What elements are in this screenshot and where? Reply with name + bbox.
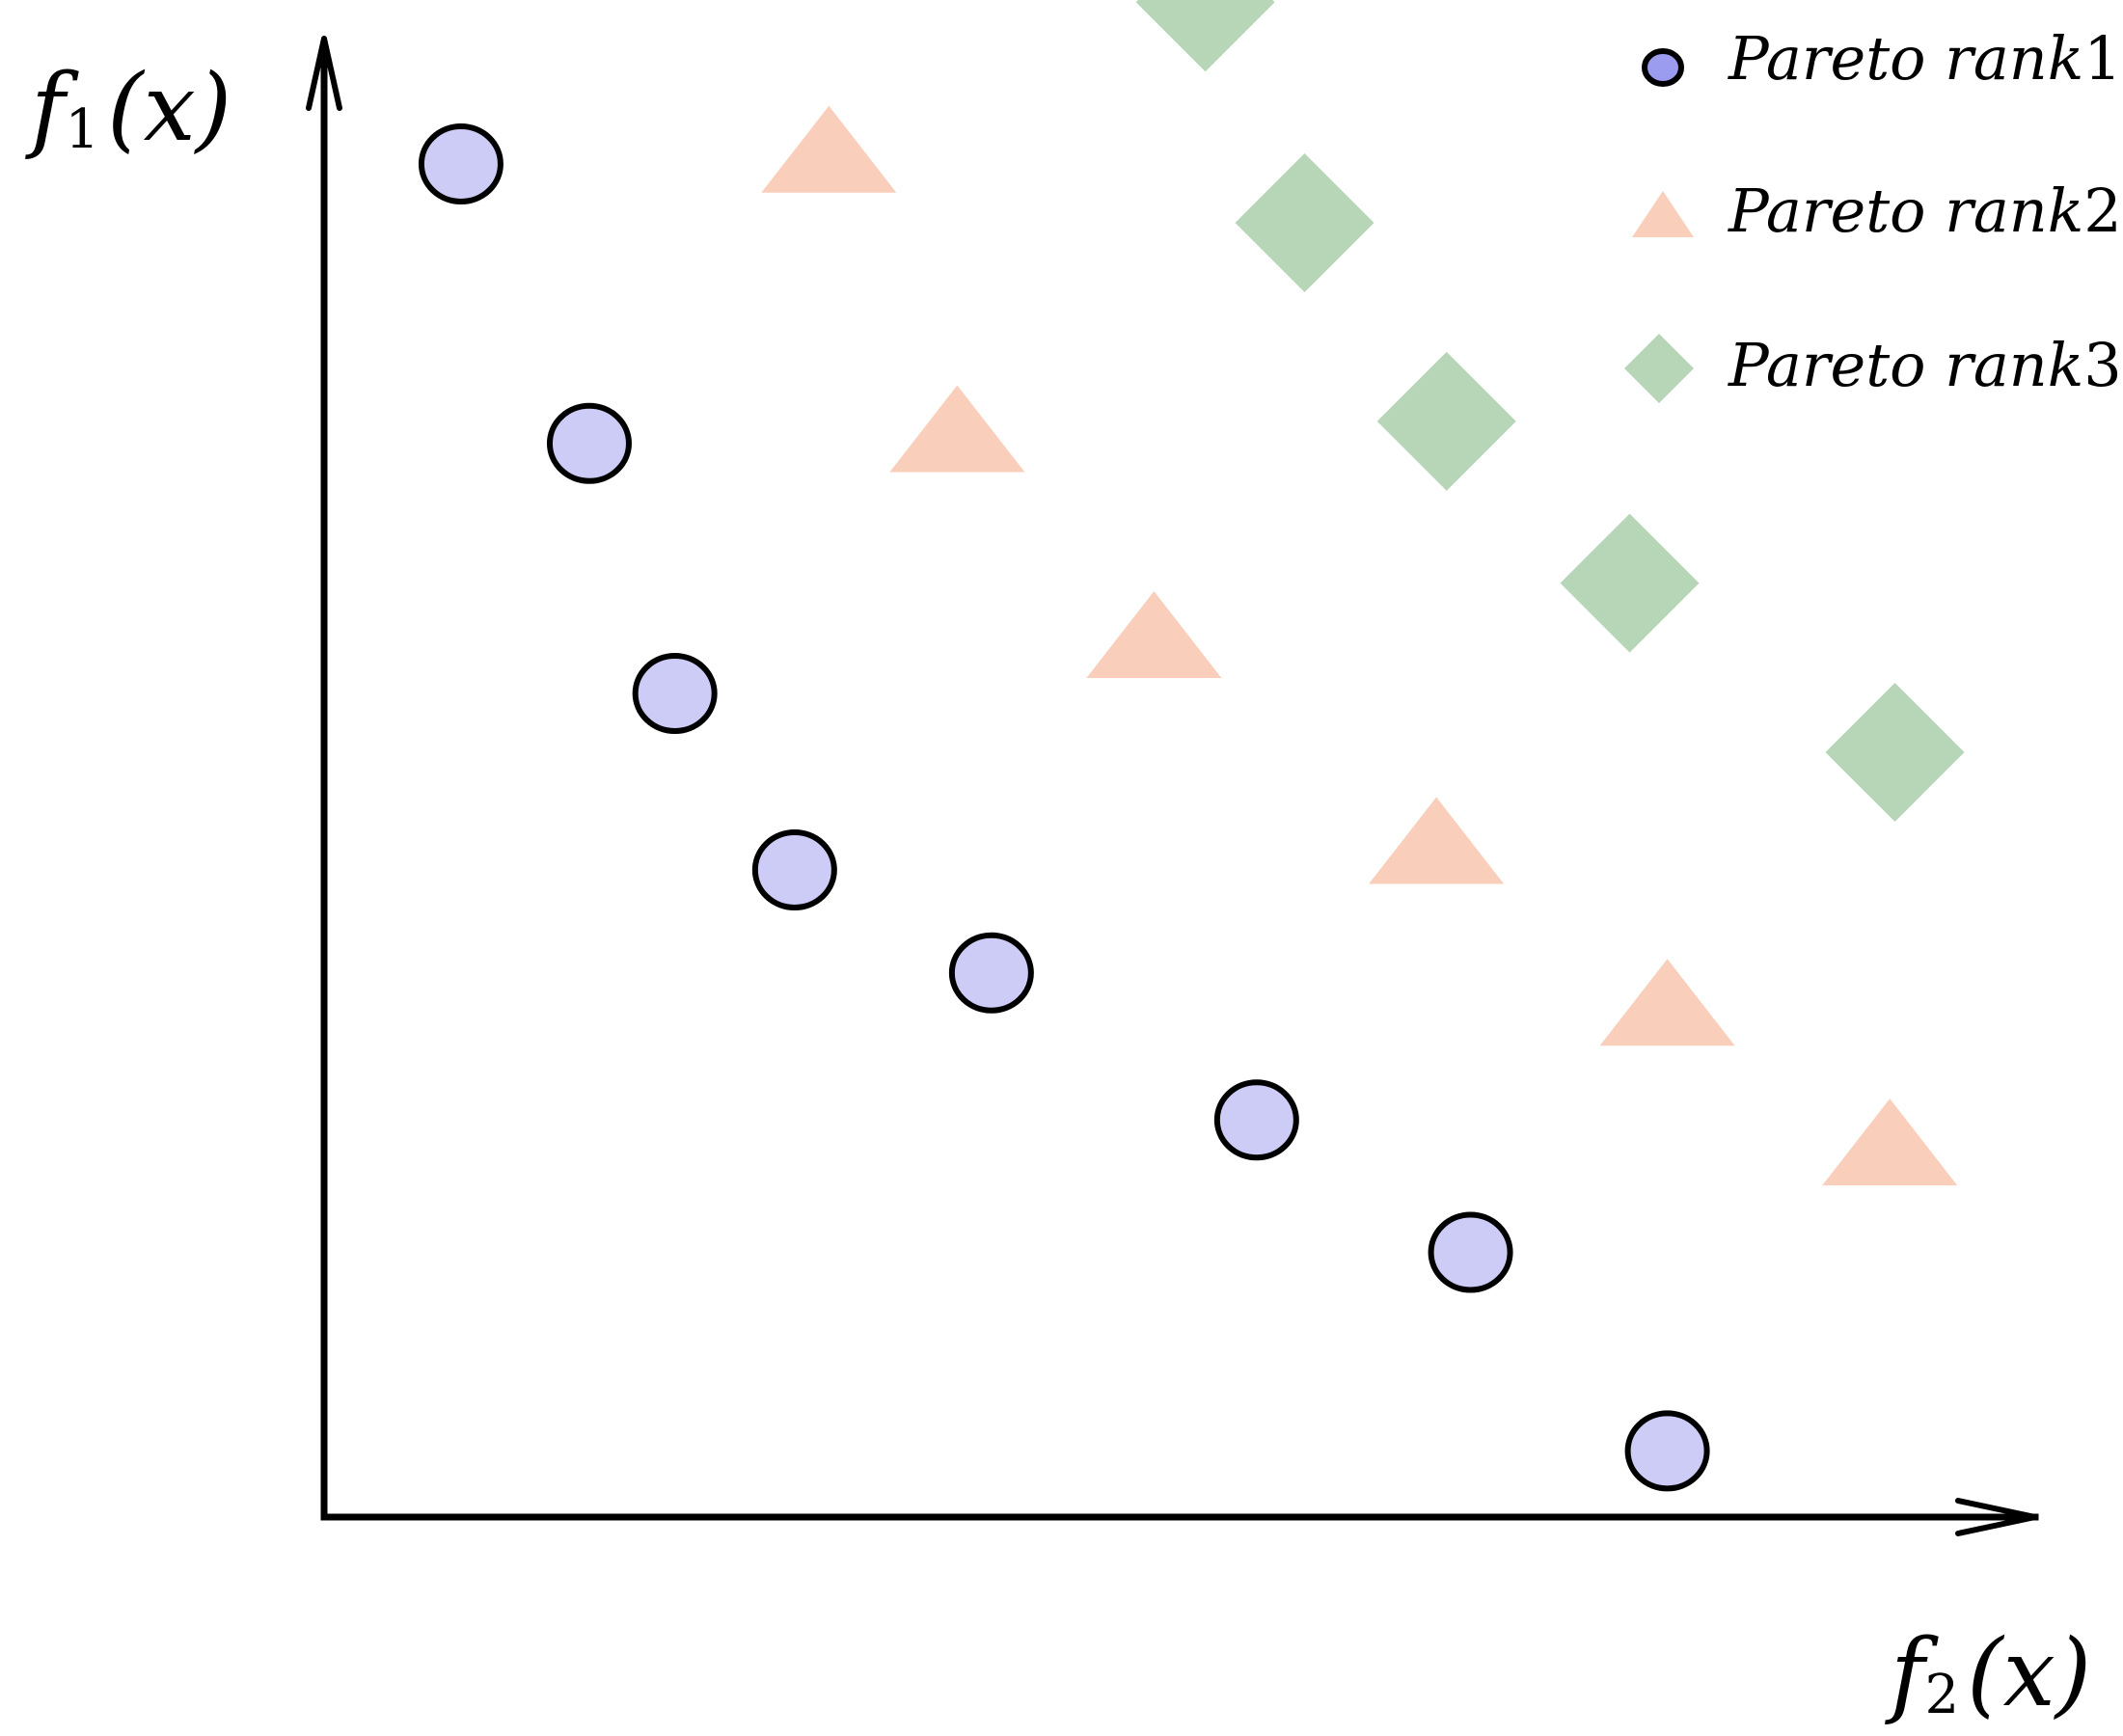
y-axis-label-sub: 1 bbox=[66, 98, 100, 161]
legend-item-rank2: Pareto rank2 bbox=[1632, 176, 2122, 246]
legend-label-rank2: Pareto rank2 bbox=[1728, 176, 2122, 246]
point-rank3-1 bbox=[1135, 0, 1275, 72]
point-rank3-5 bbox=[1825, 683, 1965, 822]
series-rank2 bbox=[761, 105, 1958, 1186]
point-rank1-7 bbox=[1428, 1211, 1513, 1293]
legend-marker-diamond bbox=[1624, 334, 1694, 403]
point-rank2-3 bbox=[1086, 591, 1222, 678]
legend: Pareto rank1 Pareto rank2 Pareto rank3 bbox=[1624, 23, 2122, 403]
legend-marker-circle bbox=[1642, 48, 1684, 87]
legend-label-rank3: Pareto rank3 bbox=[1728, 330, 2122, 400]
x-axis-label: f2(x) bbox=[1885, 1619, 2091, 1727]
series-rank3 bbox=[1135, 0, 1965, 822]
point-rank1-3 bbox=[632, 653, 718, 734]
point-rank2-1 bbox=[761, 105, 897, 193]
series-rank1 bbox=[418, 123, 1710, 1492]
plot-area bbox=[418, 0, 1965, 1492]
legend-item-rank3: Pareto rank3 bbox=[1624, 330, 2122, 403]
point-rank1-1 bbox=[418, 123, 504, 204]
point-rank2-6 bbox=[1822, 1099, 1958, 1186]
point-rank2-4 bbox=[1369, 797, 1505, 884]
point-rank1-8 bbox=[1624, 1410, 1710, 1492]
point-rank1-4 bbox=[751, 829, 837, 910]
point-rank3-2 bbox=[1235, 153, 1375, 292]
point-rank3-3 bbox=[1376, 351, 1516, 491]
point-rank1-5 bbox=[948, 932, 1034, 1014]
y-axis-label: f1(x) bbox=[25, 54, 231, 162]
y-axis-label-arg: (x) bbox=[107, 54, 231, 162]
legend-label-rank1: Pareto rank1 bbox=[1728, 23, 2122, 94]
point-rank1-6 bbox=[1213, 1079, 1299, 1161]
legend-marker-triangle bbox=[1632, 191, 1694, 237]
point-rank2-5 bbox=[1599, 959, 1735, 1046]
point-rank3-4 bbox=[1560, 513, 1700, 653]
point-rank1-2 bbox=[546, 402, 632, 484]
point-rank2-2 bbox=[889, 385, 1025, 473]
axes bbox=[306, 36, 2039, 1536]
x-axis-label-arg: (x) bbox=[1967, 1619, 2091, 1727]
x-axis-label-sub: 2 bbox=[1925, 1664, 1960, 1726]
x-axis-arrowhead bbox=[1955, 1498, 2038, 1536]
legend-item-rank1: Pareto rank1 bbox=[1642, 23, 2122, 94]
y-axis-arrowhead bbox=[306, 36, 342, 111]
